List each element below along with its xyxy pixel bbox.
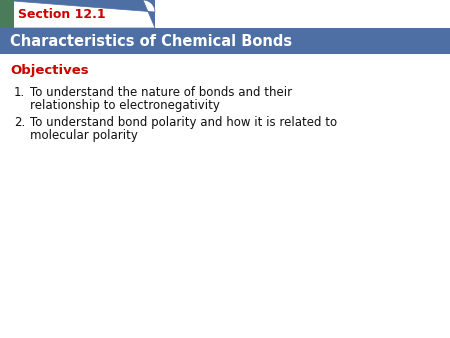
Text: Objectives: Objectives — [10, 64, 89, 77]
Text: molecular polarity: molecular polarity — [30, 129, 138, 142]
Text: 2.: 2. — [14, 116, 25, 129]
Bar — [0, 54, 450, 338]
Text: Characteristics of Chemical Bonds: Characteristics of Chemical Bonds — [10, 33, 292, 48]
Text: To understand bond polarity and how it is related to: To understand bond polarity and how it i… — [30, 116, 337, 129]
Bar — [0, 0, 450, 54]
Text: Section 12.1: Section 12.1 — [18, 7, 106, 21]
Text: 1.: 1. — [14, 86, 25, 99]
Text: To understand the nature of bonds and their: To understand the nature of bonds and th… — [30, 86, 292, 99]
Polygon shape — [0, 0, 155, 28]
Bar — [155, 0, 450, 28]
Bar — [0, 0, 14, 28]
Text: relationship to electronegativity: relationship to electronegativity — [30, 99, 220, 112]
